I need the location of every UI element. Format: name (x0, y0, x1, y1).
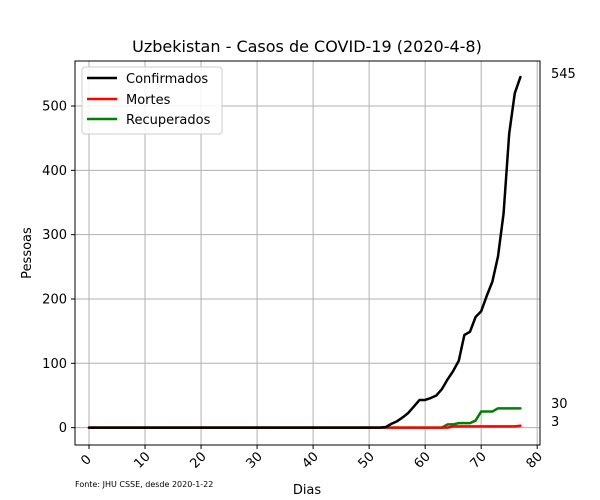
y-tick-label: 500 (42, 100, 67, 115)
series-line-recuperados (87, 407, 522, 429)
x-tick-label: 30 (243, 449, 265, 471)
legend-label-confirmados: Confirmados (126, 72, 208, 87)
plot-frame (74, 60, 541, 446)
series-lines (87, 75, 522, 429)
end-label-recuperados: 30 (551, 397, 568, 412)
x-tick-label: 20 (187, 449, 209, 471)
source-note: Fonte: JHU CSSE, desde 2020-1-22 (75, 480, 213, 489)
x-tick-label: 60 (412, 449, 434, 471)
x-tick-label: 40 (299, 449, 321, 471)
y-tick-label: 0 (59, 421, 67, 436)
x-tick-label: 0 (78, 452, 94, 468)
grid-lines (75, 61, 540, 445)
y-tick-label: 400 (42, 164, 67, 179)
legend: Confirmados Mortes Recuperados (81, 66, 223, 135)
y-tick-label: 100 (42, 357, 67, 372)
legend-label-recuperados: Recuperados (126, 113, 211, 128)
x-tick-label: 80 (524, 449, 546, 471)
series-line-confirmados (87, 75, 522, 429)
y-tick-label: 300 (42, 228, 67, 243)
x-tick-label: 70 (468, 449, 490, 471)
end-label-mortes: 3 (551, 415, 559, 430)
legend-box (81, 66, 223, 135)
x-axis-label: Dias (293, 483, 322, 498)
x-tick-label: 50 (355, 449, 377, 471)
y-axis-label: Pessoas (20, 227, 35, 279)
chart-title: Uzbekistan - Casos de COVID-19 (2020-4-8… (132, 37, 482, 56)
y-tick-label: 200 (42, 292, 67, 307)
x-tick-label: 10 (131, 449, 153, 471)
end-label-confirmados: 545 (551, 67, 576, 82)
legend-label-mortes: Mortes (126, 93, 171, 108)
axis-ticks: 0 10 20 30 40 50 60 70 80 0 100 200 300 400 500 (42, 100, 546, 472)
